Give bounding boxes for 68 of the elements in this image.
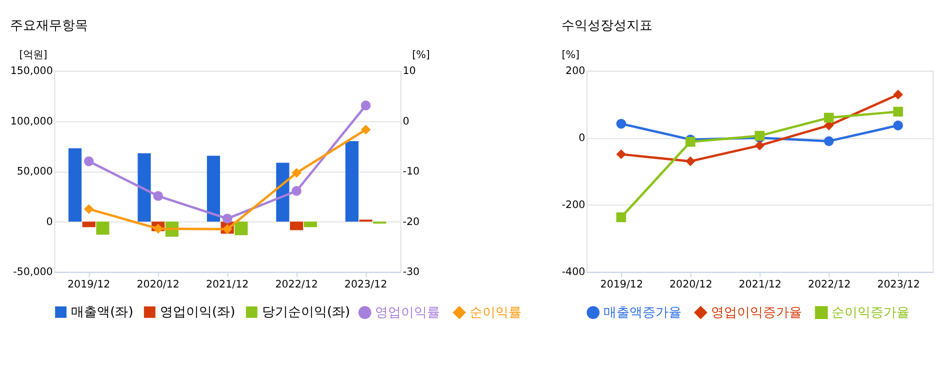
point — [153, 224, 164, 234]
point — [824, 136, 834, 146]
y2-tick-label: 10 — [402, 65, 416, 78]
bar — [304, 222, 317, 228]
legend-label: 순이익률 — [470, 305, 522, 320]
x-tick-label: 2022/12 — [275, 278, 318, 290]
point — [360, 100, 371, 110]
y-tick-label: -400 — [562, 266, 586, 278]
bar — [276, 162, 290, 222]
y2-tick-label: -30 — [402, 266, 420, 278]
point — [893, 90, 903, 100]
y2-tick-label: -20 — [402, 216, 420, 228]
x-tick-label: 2021/12 — [206, 278, 249, 290]
y-tick-label: 50,000 — [16, 166, 53, 178]
x-tick-label: 2023/12 — [877, 278, 920, 290]
y-axis-title: [억원] — [19, 49, 48, 62]
point — [686, 156, 696, 166]
text: 매출액증가율 — [603, 305, 682, 320]
legend-label: 당기순이익(좌) — [262, 304, 350, 320]
legend-label: 순이익증가율 — [832, 305, 910, 320]
y-axis-title: [%] — [562, 49, 580, 62]
y2-tick-label: 0 — [402, 115, 410, 128]
point — [153, 191, 164, 201]
y-tick-label: 200 — [566, 65, 586, 78]
chart-title: 주요재무항목 — [10, 18, 88, 34]
point — [222, 214, 232, 224]
point — [616, 118, 626, 129]
y-tick-label: 0 — [578, 132, 586, 144]
x-tick-label: 2020/12 — [136, 278, 180, 290]
x-tick-label: 2019/12 — [68, 278, 110, 290]
bar — [290, 222, 304, 230]
x-tick-label: 2021/12 — [738, 278, 782, 290]
y-tick-label: 150,000 — [10, 65, 53, 78]
x-tick-label: 2022/12 — [808, 278, 851, 290]
chart-title: 수익성장성지표 — [561, 18, 652, 34]
y-tick-label: -200 — [562, 199, 586, 212]
point — [84, 204, 94, 214]
bar — [206, 156, 220, 222]
legend-label: 영업이익률 — [375, 305, 440, 320]
y-tick-label: 0 — [46, 216, 53, 228]
legend-label: 영업이익증가율 — [710, 305, 802, 320]
point — [616, 212, 626, 222]
point — [84, 156, 94, 166]
point — [222, 224, 232, 234]
bar — [234, 222, 248, 236]
point — [893, 106, 903, 117]
legend-label: 매출액(좌) — [71, 304, 134, 320]
y2-axis-title: [%] — [412, 49, 430, 62]
point — [292, 168, 302, 178]
point — [360, 124, 371, 135]
point — [754, 140, 765, 150]
bar — [82, 222, 96, 228]
y-tick-label: -50,000 — [13, 266, 53, 278]
point — [616, 149, 626, 160]
point — [686, 136, 696, 147]
x-tick-label: 2019/12 — [600, 278, 644, 290]
point — [893, 120, 903, 130]
bar — [138, 153, 151, 222]
bar — [96, 222, 110, 235]
y2-tick-label: -10 — [402, 166, 420, 178]
y-tick-label: 100,000 — [10, 115, 53, 128]
legend-label: 영업이익(좌) — [160, 304, 236, 320]
x-tick-label: 2023/12 — [344, 278, 388, 290]
x-tick-label: 2020/12 — [670, 278, 712, 290]
bar — [68, 148, 82, 222]
point — [824, 112, 834, 123]
point — [292, 186, 302, 196]
bar — [345, 141, 358, 222]
